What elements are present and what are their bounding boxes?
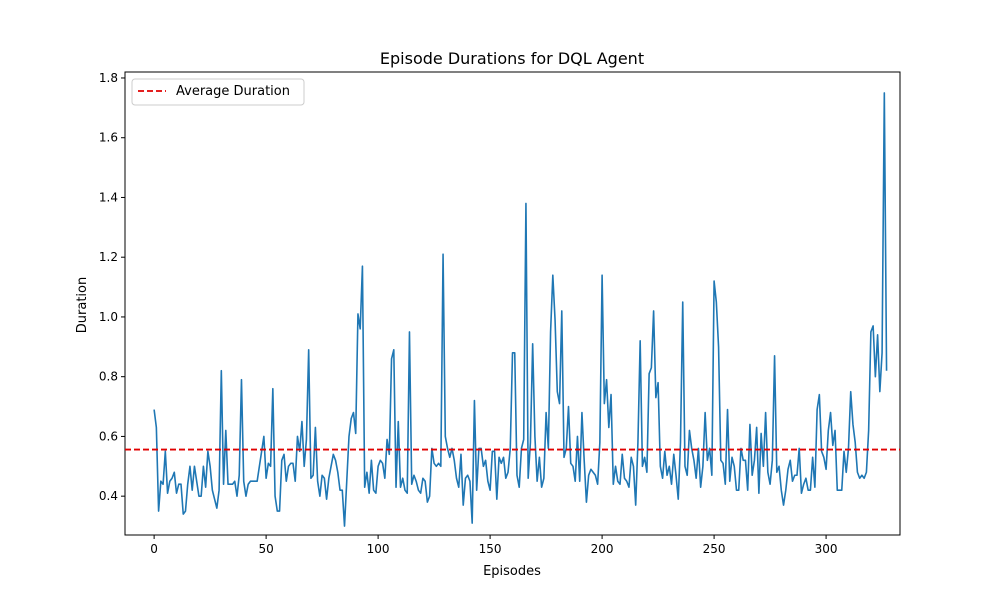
series-layer <box>153 92 888 527</box>
legend-label-average: Average Duration <box>176 84 290 99</box>
x-tick-label: 150 <box>479 542 502 556</box>
x-axis: 0 50 100 150 200 250 300 <box>150 535 838 556</box>
series-line-duration <box>153 92 888 527</box>
plot-area: 0 50 100 150 200 250 300 0.4 0.6 0.8 1.0 1.2 1.4 1.6… <box>99 71 901 556</box>
y-axis-label: Duration <box>75 277 90 333</box>
y-axis: 0.4 0.6 0.8 1.0 1.2 1.4 1.6 1.8 <box>99 71 125 503</box>
x-tick-label: 0 <box>150 542 158 556</box>
legend-box <box>131 78 305 106</box>
x-tick-label: 50 <box>258 542 273 556</box>
y-tick-label: 1.6 <box>99 131 118 145</box>
x-tick-label: 250 <box>703 542 726 556</box>
legend: Average Duration <box>131 78 305 106</box>
y-tick-label: 0.4 <box>99 489 118 503</box>
x-axis-label: Episodes <box>483 564 541 579</box>
chart-title: Episode Durations for DQL Agent <box>380 49 644 68</box>
y-tick-label: 1.2 <box>99 250 118 264</box>
x-tick-label: 100 <box>367 542 390 556</box>
x-tick-label: 200 <box>591 542 614 556</box>
x-tick-label: 300 <box>815 542 838 556</box>
y-tick-label: 0.8 <box>99 370 118 384</box>
y-tick-label: 1.0 <box>99 310 118 324</box>
y-tick-label: 1.8 <box>99 71 118 85</box>
y-tick-label: 1.4 <box>99 190 118 204</box>
y-tick-label: 0.6 <box>99 429 118 443</box>
axes-frame <box>124 71 901 536</box>
